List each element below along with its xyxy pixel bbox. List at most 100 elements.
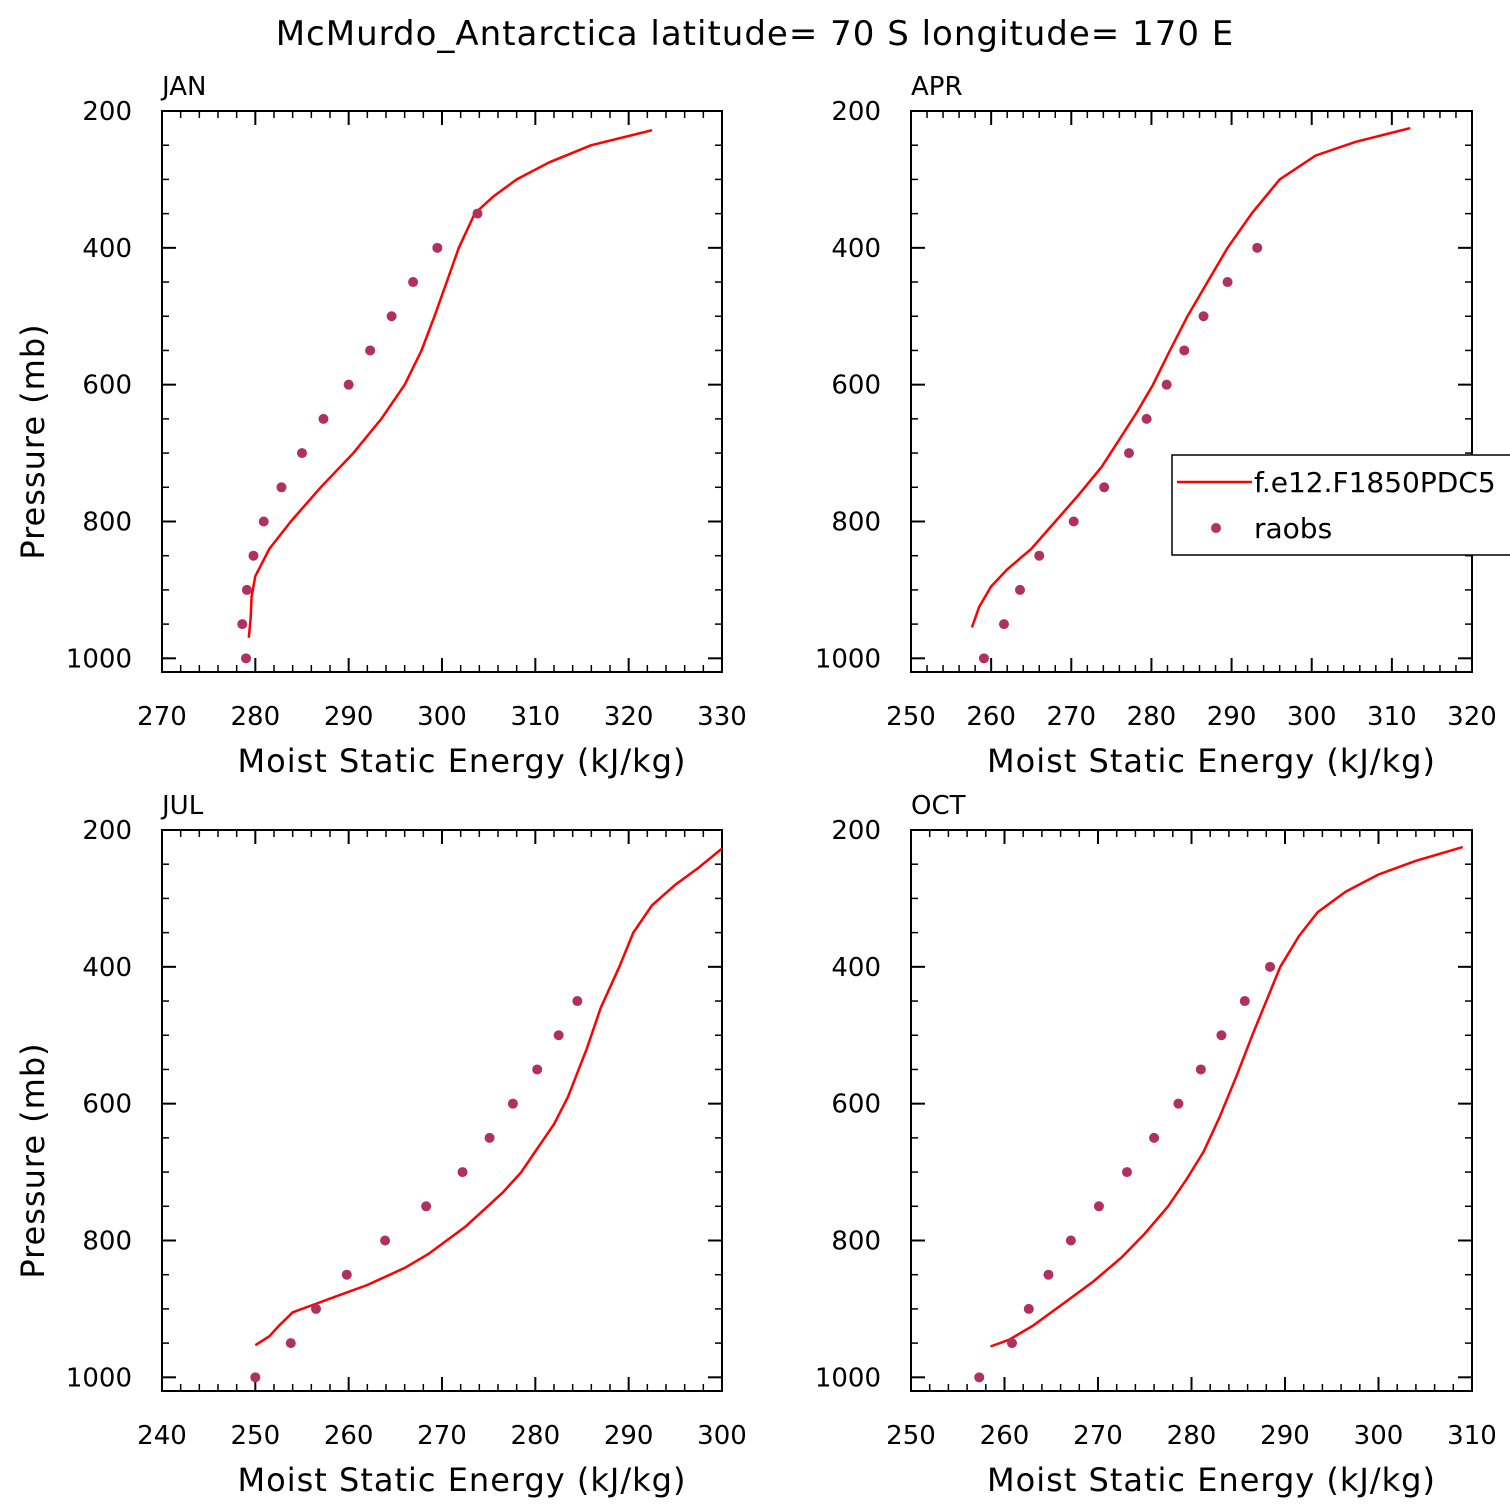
obs-point bbox=[1043, 1269, 1054, 1280]
obs-point bbox=[457, 1167, 468, 1178]
x-tick-label: 310 bbox=[1447, 1421, 1497, 1451]
obs-point bbox=[1123, 448, 1134, 459]
x-tick-label: 260 bbox=[966, 702, 1016, 732]
obs-point bbox=[1068, 516, 1079, 527]
x-tick-label: 280 bbox=[1167, 1421, 1217, 1451]
y-tick-label: 800 bbox=[82, 507, 132, 537]
plot-frame bbox=[910, 110, 1473, 673]
obs-point bbox=[1198, 311, 1209, 322]
obs-point bbox=[276, 482, 287, 493]
obs-point bbox=[297, 448, 307, 459]
y-tick-label: 1000 bbox=[66, 1363, 132, 1393]
y-tick-label: 1000 bbox=[66, 644, 132, 674]
y-tick-label: 400 bbox=[82, 953, 132, 983]
legend-obs-label: raobs bbox=[1254, 512, 1332, 545]
y-axis-label: Pressure (mb) bbox=[14, 323, 52, 559]
x-tick-label: 270 bbox=[417, 1421, 467, 1451]
obs-point bbox=[311, 1303, 321, 1314]
y-tick-label: 400 bbox=[831, 953, 881, 983]
x-tick-label: 300 bbox=[417, 702, 467, 732]
x-tick-label: 290 bbox=[324, 702, 374, 732]
x-tick-label: 280 bbox=[1127, 702, 1177, 732]
panel-jan: JAN 270 280 290 300 310 320 330 200 400 600 800 1000… bbox=[14, 72, 747, 780]
y-tick-label: 600 bbox=[82, 1090, 132, 1120]
obs-point bbox=[241, 653, 251, 664]
x-tick-label: 250 bbox=[886, 702, 936, 732]
obs-point bbox=[343, 379, 354, 390]
x-tick-label: 280 bbox=[231, 702, 281, 732]
x-tick-label: 300 bbox=[1354, 1421, 1404, 1451]
x-tick-label: 250 bbox=[886, 1421, 936, 1451]
y-tick-label: 600 bbox=[82, 371, 132, 401]
y-tick-label: 200 bbox=[831, 97, 881, 127]
obs-point bbox=[532, 1064, 543, 1075]
obs-point bbox=[1014, 584, 1025, 595]
obs-point bbox=[1006, 1338, 1017, 1349]
legend-model-label: f.e12.F1850PDC5 bbox=[1254, 466, 1496, 499]
obs-point bbox=[1173, 1098, 1184, 1109]
panel-jul: JUL 240 250 260 270 280 290 300 200 400 600 800 1000… bbox=[14, 791, 747, 1499]
obs-point bbox=[248, 550, 259, 561]
obs-point bbox=[1065, 1235, 1076, 1246]
y-axis-label: Pressure (mb) bbox=[14, 1042, 52, 1278]
x-tick-label: 300 bbox=[1287, 702, 1337, 732]
panels: JAN 270 280 290 300 310 320 330 200 400 600 800 1000… bbox=[14, 72, 1497, 1499]
x-tick-label: 290 bbox=[1260, 1421, 1310, 1451]
y-tick-label: 1000 bbox=[815, 1363, 881, 1393]
series-line-model bbox=[990, 845, 1464, 1348]
obs-point bbox=[1195, 1064, 1206, 1075]
y-tick-label: 400 bbox=[831, 234, 881, 264]
x-tick-label: 270 bbox=[1046, 702, 1096, 732]
y-tick-label: 800 bbox=[82, 1226, 132, 1256]
y-tick-label: 600 bbox=[831, 371, 881, 401]
obs-point bbox=[341, 1269, 352, 1280]
x-tick-label: 330 bbox=[697, 702, 747, 732]
series-line-model bbox=[247, 128, 653, 638]
obs-point bbox=[998, 619, 1009, 630]
x-tick-label: 240 bbox=[137, 1421, 187, 1451]
obs-point bbox=[1179, 345, 1190, 356]
x-tick-label: 320 bbox=[1447, 702, 1497, 732]
panel-title: APR bbox=[911, 72, 963, 102]
obs-point bbox=[1149, 1132, 1160, 1143]
obs-point bbox=[285, 1338, 296, 1349]
obs-point bbox=[1121, 1167, 1132, 1178]
obs-point bbox=[1141, 413, 1152, 424]
obs-point bbox=[258, 516, 269, 527]
obs-point bbox=[318, 413, 329, 424]
obs-point bbox=[250, 1372, 261, 1383]
obs-point bbox=[237, 619, 248, 630]
panel-oct: OCT 250 260 270 280 290 300 310 200 400 600 800 1000… bbox=[815, 791, 1497, 1499]
legend-box bbox=[1171, 454, 1510, 556]
y-tick-label: 600 bbox=[831, 1090, 881, 1120]
panel-title: OCT bbox=[911, 791, 966, 821]
x-tick-label: 250 bbox=[231, 1421, 281, 1451]
figure-title: McMurdo_Antarctica latitude= 70 S longit… bbox=[276, 14, 1235, 54]
legend-obs-swatch bbox=[1211, 523, 1221, 533]
plot-frame bbox=[161, 829, 723, 1392]
x-tick-label: 280 bbox=[511, 1421, 561, 1451]
obs-point bbox=[572, 996, 583, 1007]
panel-apr: APR 250 260 270 280 290 300 310 320 200 400 600 800 1… bbox=[815, 72, 1497, 780]
obs-point bbox=[386, 311, 397, 322]
obs-point bbox=[1252, 242, 1263, 253]
obs-point bbox=[1093, 1201, 1104, 1212]
x-tick-label: 270 bbox=[137, 702, 187, 732]
y-tick-label: 800 bbox=[831, 507, 881, 537]
legend: f.e12.F1850PDC5 raobs bbox=[1171, 454, 1510, 556]
x-tick-label: 320 bbox=[604, 702, 654, 732]
obs-point bbox=[553, 1030, 564, 1041]
x-tick-label: 260 bbox=[324, 1421, 374, 1451]
x-tick-label: 310 bbox=[511, 702, 561, 732]
obs-point bbox=[472, 208, 483, 219]
x-axis-label: Moist Static Energy (kJ/kg) bbox=[987, 1461, 1436, 1499]
obs-point bbox=[365, 345, 376, 356]
obs-point bbox=[1216, 1030, 1227, 1041]
series-line-model bbox=[970, 126, 1411, 628]
y-tick-label: 200 bbox=[82, 816, 132, 846]
y-tick-label: 1000 bbox=[815, 644, 881, 674]
x-tick-label: 300 bbox=[697, 1421, 747, 1451]
obs-point bbox=[1023, 1303, 1034, 1314]
y-tick-label: 400 bbox=[82, 234, 132, 264]
obs-point bbox=[484, 1132, 495, 1143]
